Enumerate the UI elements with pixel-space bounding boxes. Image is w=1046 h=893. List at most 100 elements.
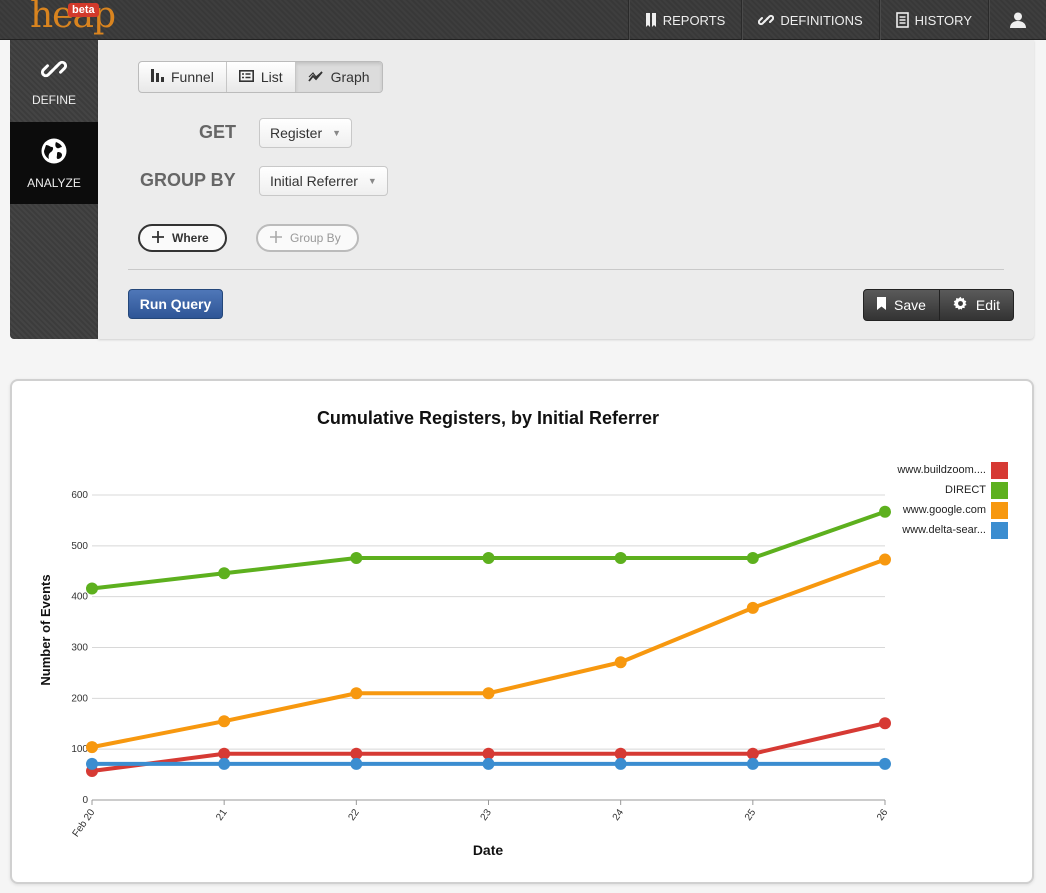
data-point — [218, 747, 231, 760]
plus-icon — [152, 230, 164, 246]
data-point — [746, 552, 759, 565]
list-label: List — [260, 69, 283, 85]
data-point — [218, 757, 231, 770]
nav-reports-label: REPORTS — [662, 12, 726, 28]
data-point — [482, 552, 495, 565]
series-line — [91, 557, 886, 750]
data-point — [350, 552, 363, 565]
query-panel: Funnel List Graph GET Register ▼ GROUP B… — [98, 40, 1034, 339]
user-icon — [1009, 11, 1027, 29]
group-by-label: GROUP BY — [140, 170, 236, 190]
data-point — [482, 687, 495, 700]
bookmark-icon — [877, 297, 886, 313]
x-tick-label: 22 — [346, 807, 362, 823]
run-query-button[interactable]: Run Query — [128, 289, 223, 319]
group-by-select-value: Initial Referrer — [270, 173, 358, 189]
list-icon — [238, 69, 254, 85]
data-point — [879, 505, 891, 518]
data-point — [350, 687, 363, 700]
funnel-label: Funnel — [171, 69, 214, 85]
data-point — [482, 757, 495, 770]
get-label: GET — [199, 122, 237, 142]
add-group-by-button[interactable]: Group By — [256, 224, 359, 252]
legend-label: www.buildzoom.... — [896, 464, 986, 476]
legend-swatch — [991, 522, 1008, 539]
legend-label: www.google.com — [902, 504, 986, 516]
y-tick-label: 0 — [82, 795, 88, 806]
graph-label: Graph — [330, 69, 370, 85]
x-tick-label: 24 — [611, 807, 627, 823]
add-where-button[interactable]: Where — [138, 224, 227, 252]
nav-definitions[interactable]: DEFINITIONS — [741, 0, 878, 40]
view-toggle: Funnel List Graph — [138, 61, 383, 93]
sidebar-item-analyze[interactable]: ANALYZE — [10, 122, 98, 204]
legend-label: www.delta-sear... — [901, 524, 986, 536]
list-button[interactable]: List — [227, 62, 296, 92]
data-point — [879, 757, 891, 770]
y-tick-label: 100 — [71, 744, 88, 755]
sidebar-item-label: DEFINE — [31, 92, 76, 107]
data-point — [86, 757, 98, 770]
series — [86, 505, 891, 778]
data-point — [746, 601, 759, 614]
data-point — [350, 757, 363, 770]
link-icon — [758, 12, 775, 28]
save-button[interactable]: Save — [864, 290, 940, 320]
add-where-label: Where — [172, 231, 209, 245]
data-point — [746, 757, 759, 770]
sidebar-item-define[interactable]: DEFINE — [10, 40, 98, 122]
legend-swatch — [991, 502, 1008, 519]
x-tick-label: Feb 20 — [71, 807, 98, 839]
document-icon — [895, 12, 909, 28]
heap-logo[interactable]: heap beta — [30, 0, 116, 40]
group-by-select[interactable]: Initial Referrer ▼ — [259, 166, 388, 196]
legend: www.buildzoom.... DIRECT www.google.com www… — [896, 462, 1008, 539]
data-point — [614, 656, 627, 669]
x-tick-label: 21 — [214, 807, 230, 823]
nav-history-label: HISTORY — [914, 12, 972, 28]
legend-swatch — [991, 462, 1008, 479]
axes: 0 100 200 300 400 500 600 Feb 20 21 22 23 24 25 26 — [71, 490, 891, 839]
series-www-delta-sear- — [86, 757, 891, 770]
main-nav: REPORTS DEFINITIONS HISTORY — [627, 0, 1046, 40]
series-www-google-com — [86, 553, 891, 754]
event-select-value: Register — [270, 125, 323, 141]
legend-label: DIRECT — [945, 484, 986, 496]
y-tick-label: 500 — [71, 541, 88, 552]
data-point — [614, 757, 627, 770]
nav-history[interactable]: HISTORY — [878, 0, 988, 40]
x-tick-label: 26 — [875, 807, 891, 823]
divider — [128, 269, 1004, 270]
link-icon — [40, 56, 68, 85]
y-axis-label: Number of Events — [38, 574, 53, 685]
line-chart: Cumulative Registers, by Initial Referre… — [38, 408, 1008, 858]
data-point — [86, 741, 98, 754]
y-tick-label: 400 — [71, 592, 88, 603]
nav-user[interactable] — [988, 0, 1046, 40]
plus-icon — [270, 230, 282, 246]
nav-reports[interactable]: REPORTS — [627, 0, 742, 40]
event-select[interactable]: Register ▼ — [259, 118, 353, 148]
data-point — [218, 567, 231, 580]
graph-button[interactable]: Graph — [295, 62, 382, 92]
data-point — [350, 747, 363, 760]
sidebar-item-label: ANALYZE — [27, 175, 81, 190]
x-tick-label: 25 — [743, 807, 759, 823]
add-group-by-label: Group By — [290, 231, 341, 245]
series-line — [91, 509, 886, 591]
globe-icon — [40, 137, 68, 168]
x-axis-label: Date — [473, 842, 504, 858]
data-point — [218, 715, 231, 728]
series-direct — [86, 505, 891, 595]
edit-label: Edit — [975, 297, 1001, 313]
data-point — [614, 747, 627, 760]
legend-swatch — [991, 482, 1008, 499]
x-tick-label: 23 — [479, 807, 495, 823]
edit-button[interactable]: Edit — [940, 290, 1013, 320]
caret-down-icon: ▼ — [332, 128, 342, 138]
data-point — [746, 747, 759, 760]
gear-icon — [953, 296, 968, 314]
funnel-button[interactable]: Funnel — [139, 62, 227, 92]
y-tick-label: 200 — [71, 693, 88, 704]
y-tick-label: 300 — [71, 643, 88, 654]
